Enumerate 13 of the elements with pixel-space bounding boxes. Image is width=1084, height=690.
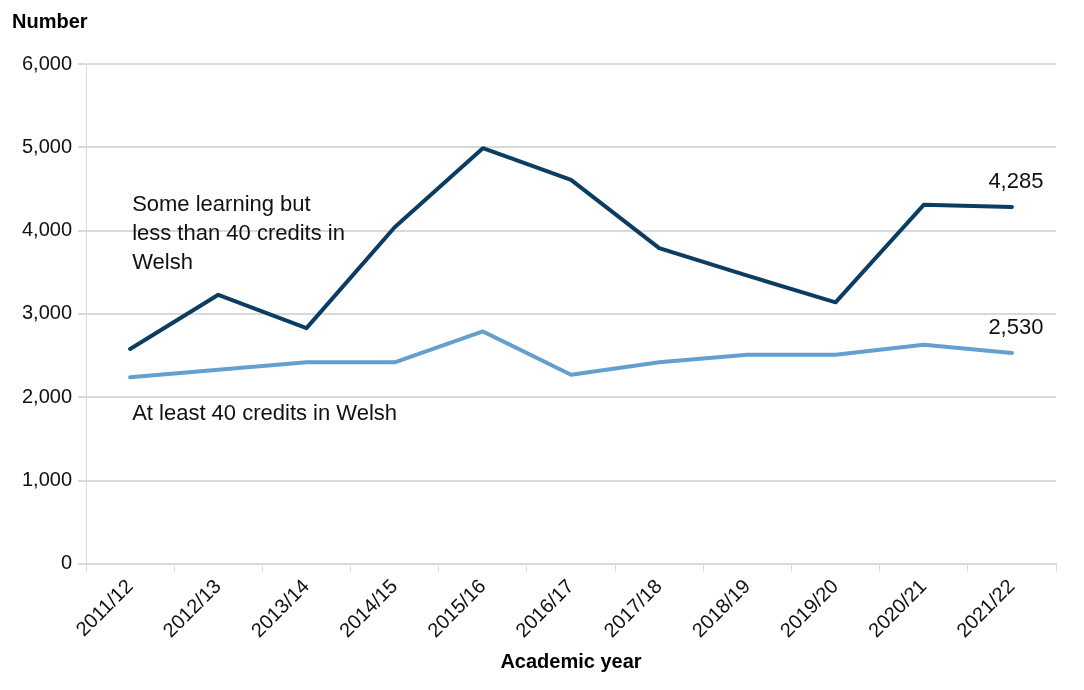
y-tick-label: 3,000 [21,301,73,324]
series-label: Some learning but less than 40 credits in Welsh [132,191,345,275]
y-tick-label: 4,000 [21,218,73,241]
data-label: 2,530 [988,314,1044,340]
y-tick-label: 6,000 [21,51,73,74]
y-tick-label: 2,000 [21,384,73,407]
data-label: 4,285 [988,167,1044,193]
y-axis-title: Number [12,9,88,32]
y-tick-label: 0 [60,551,73,574]
x-axis-title: Academic year [500,649,642,672]
y-tick-label: 5,000 [21,134,73,157]
series-label: At least 40 credits in Welsh [132,400,398,426]
y-tick-label: 1,000 [21,468,73,491]
